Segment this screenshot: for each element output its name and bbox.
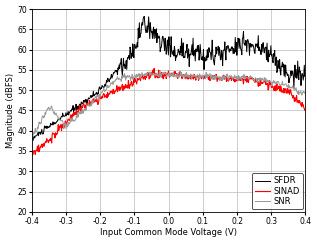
SFDR bbox=[142, 15, 146, 18]
SNR bbox=[30, 137, 34, 140]
SFDR bbox=[303, 69, 307, 71]
SINAD bbox=[194, 79, 198, 82]
SINAD bbox=[30, 150, 34, 153]
SNR bbox=[255, 80, 259, 83]
Line: SFDR: SFDR bbox=[32, 17, 305, 140]
SFDR bbox=[255, 43, 259, 45]
SNR bbox=[303, 90, 307, 93]
SINAD bbox=[152, 67, 156, 70]
Y-axis label: Magnitude (dBFS): Magnitude (dBFS) bbox=[6, 73, 15, 148]
SINAD bbox=[30, 153, 34, 156]
SINAD bbox=[303, 108, 307, 111]
SNR bbox=[158, 69, 162, 72]
SFDR bbox=[161, 35, 165, 38]
SFDR bbox=[31, 139, 35, 142]
SNR bbox=[179, 74, 183, 77]
SFDR bbox=[163, 49, 166, 52]
SFDR bbox=[194, 48, 198, 51]
Line: SNR: SNR bbox=[32, 71, 305, 138]
SNR bbox=[161, 73, 165, 76]
SNR bbox=[194, 75, 198, 78]
Legend: SFDR, SINAD, SNR: SFDR, SINAD, SNR bbox=[251, 173, 303, 209]
SINAD bbox=[179, 71, 183, 74]
SINAD bbox=[298, 100, 302, 103]
SINAD bbox=[163, 75, 166, 78]
SINAD bbox=[161, 73, 165, 76]
Line: SINAD: SINAD bbox=[32, 69, 305, 155]
SFDR bbox=[298, 70, 302, 73]
SNR bbox=[30, 136, 34, 139]
SFDR bbox=[30, 135, 34, 138]
SNR bbox=[163, 72, 166, 75]
SINAD bbox=[255, 80, 259, 83]
SNR bbox=[298, 91, 302, 94]
SFDR bbox=[179, 51, 183, 54]
X-axis label: Input Common Mode Voltage (V): Input Common Mode Voltage (V) bbox=[100, 228, 237, 237]
